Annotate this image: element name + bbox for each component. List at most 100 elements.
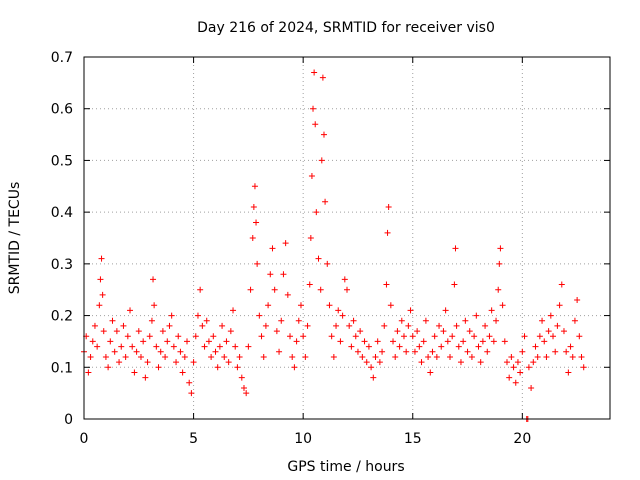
data-point xyxy=(365,343,372,350)
data-point xyxy=(330,353,337,360)
data-point xyxy=(304,322,311,329)
data-point xyxy=(436,322,443,329)
data-point xyxy=(240,384,247,391)
data-point xyxy=(162,353,169,360)
data-point xyxy=(333,322,340,329)
data-point xyxy=(444,338,451,345)
data-point xyxy=(306,281,313,288)
data-point xyxy=(547,312,554,319)
data-point xyxy=(344,286,350,293)
y-tick-label: 0.3 xyxy=(51,257,73,273)
data-point xyxy=(151,302,158,309)
data-point xyxy=(260,353,267,360)
data-point xyxy=(300,333,307,340)
data-point xyxy=(302,353,309,360)
data-point xyxy=(190,359,197,366)
data-point xyxy=(310,105,317,112)
data-point xyxy=(361,338,368,345)
data-point xyxy=(335,307,342,314)
data-point xyxy=(254,260,261,267)
data-point xyxy=(153,343,160,350)
data-point xyxy=(482,322,489,329)
data-point xyxy=(449,333,456,340)
data-point xyxy=(390,338,397,345)
data-point xyxy=(243,390,250,397)
data-point xyxy=(271,286,278,293)
data-point xyxy=(409,333,416,340)
data-point xyxy=(484,348,491,355)
data-point xyxy=(543,353,550,360)
data-point xyxy=(497,245,504,252)
data-point xyxy=(99,291,106,298)
grid xyxy=(84,57,610,419)
data-series xyxy=(81,69,587,422)
data-point xyxy=(453,322,460,329)
data-point xyxy=(234,364,241,371)
data-point xyxy=(319,74,326,81)
data-point xyxy=(225,359,232,366)
data-point xyxy=(363,359,370,366)
data-point xyxy=(475,343,482,350)
data-point xyxy=(438,343,445,350)
data-point xyxy=(479,338,486,345)
data-point xyxy=(471,333,478,340)
data-point xyxy=(346,322,353,329)
data-point xyxy=(560,328,567,335)
data-point xyxy=(223,338,230,345)
data-point xyxy=(322,198,329,205)
data-point xyxy=(282,240,289,247)
data-point xyxy=(159,328,166,335)
data-point xyxy=(94,343,101,350)
data-point xyxy=(155,364,162,371)
data-point xyxy=(87,353,94,360)
data-point xyxy=(354,348,361,355)
data-point xyxy=(350,317,357,324)
data-point xyxy=(576,333,583,340)
data-point xyxy=(170,343,177,350)
data-point xyxy=(105,364,112,371)
data-point xyxy=(116,359,123,366)
data-point xyxy=(109,317,116,324)
data-point xyxy=(212,348,219,355)
data-point xyxy=(146,333,153,340)
data-point xyxy=(379,348,386,355)
data-point xyxy=(216,343,223,350)
data-point xyxy=(205,338,212,345)
data-point xyxy=(416,343,423,350)
data-point xyxy=(376,359,383,366)
data-point xyxy=(370,374,377,381)
y-tick-label: 0.7 xyxy=(51,50,73,66)
data-point xyxy=(293,338,300,345)
data-point xyxy=(460,338,467,345)
data-point xyxy=(387,302,394,309)
x-tick-label: 20 xyxy=(513,431,531,447)
data-point xyxy=(539,317,546,324)
data-point xyxy=(208,353,215,360)
data-point xyxy=(199,322,206,329)
data-point xyxy=(431,333,438,340)
data-point xyxy=(398,317,405,324)
data-point xyxy=(495,286,502,293)
data-point xyxy=(184,338,191,345)
data-point xyxy=(341,276,348,283)
data-point xyxy=(98,255,105,262)
data-point xyxy=(499,302,506,309)
data-point xyxy=(227,328,234,335)
data-point xyxy=(107,338,114,345)
data-point xyxy=(89,338,96,345)
data-point xyxy=(238,374,245,381)
data-point xyxy=(392,353,399,360)
data-point xyxy=(135,328,142,335)
data-point xyxy=(291,364,298,371)
data-point xyxy=(352,333,359,340)
data-point xyxy=(536,333,543,340)
data-point xyxy=(137,353,144,360)
data-point xyxy=(528,384,535,391)
data-point xyxy=(514,359,521,366)
data-point xyxy=(179,369,186,376)
y-axis-label: SRMTID / TECUs xyxy=(7,182,23,295)
data-point xyxy=(236,353,243,360)
data-point xyxy=(280,271,287,278)
data-point xyxy=(173,359,180,366)
